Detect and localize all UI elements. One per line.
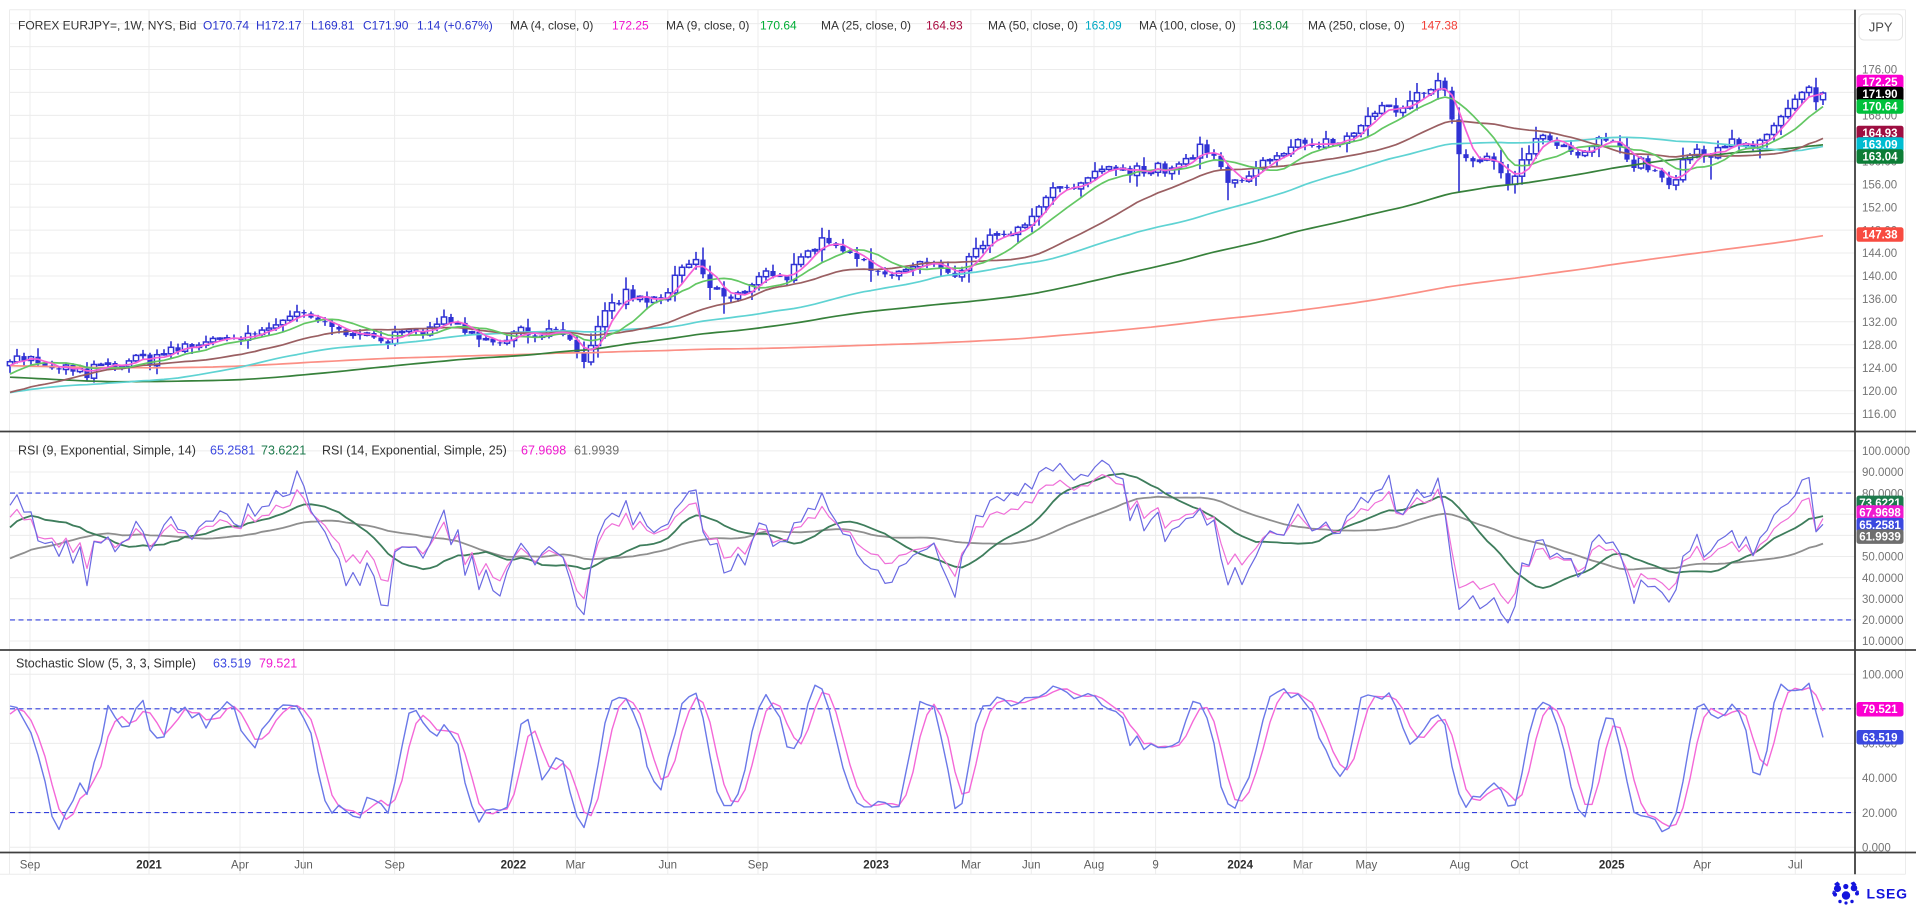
svg-text:L169.81: L169.81 bbox=[311, 19, 355, 33]
svg-text:MA (25, close, 0): MA (25, close, 0) bbox=[821, 19, 911, 33]
svg-text:RSI (9, Exponential, Simple, 1: RSI (9, Exponential, Simple, 14) bbox=[18, 444, 196, 458]
svg-text:FOREX EURJPY=, 1W, NYS, Bid: FOREX EURJPY=, 1W, NYS, Bid bbox=[18, 19, 196, 33]
svg-text:170.64: 170.64 bbox=[1862, 101, 1898, 113]
svg-text:1.14 (+0.67%): 1.14 (+0.67%) bbox=[417, 19, 493, 33]
svg-text:Sep: Sep bbox=[384, 860, 404, 872]
svg-text:2024: 2024 bbox=[1227, 860, 1253, 872]
svg-text:Jun: Jun bbox=[659, 860, 678, 872]
svg-text:40.000: 40.000 bbox=[1862, 773, 1897, 785]
svg-text:163.04: 163.04 bbox=[1862, 152, 1898, 164]
svg-text:100.0000: 100.0000 bbox=[1862, 446, 1910, 458]
svg-text:2022: 2022 bbox=[501, 860, 527, 872]
svg-text:Jun: Jun bbox=[1022, 860, 1041, 872]
svg-text:Aug: Aug bbox=[1084, 860, 1104, 872]
svg-text:67.9698: 67.9698 bbox=[521, 444, 566, 458]
svg-text:2021: 2021 bbox=[136, 860, 162, 872]
svg-text:132.00: 132.00 bbox=[1862, 317, 1897, 329]
svg-text:79.521: 79.521 bbox=[259, 657, 297, 671]
svg-text:176.00: 176.00 bbox=[1862, 65, 1897, 77]
svg-text:172.25: 172.25 bbox=[612, 19, 649, 33]
svg-text:Mar: Mar bbox=[565, 860, 585, 872]
svg-text:147.38: 147.38 bbox=[1862, 230, 1898, 242]
svg-text:2025: 2025 bbox=[1599, 860, 1625, 872]
svg-text:9: 9 bbox=[1152, 860, 1158, 872]
svg-text:147.38: 147.38 bbox=[1421, 19, 1458, 33]
svg-text:C171.90: C171.90 bbox=[363, 19, 409, 33]
svg-text:100.000: 100.000 bbox=[1862, 669, 1904, 681]
svg-text:10.0000: 10.0000 bbox=[1862, 636, 1904, 648]
svg-text:RSI (14, Exponential, Simple,: RSI (14, Exponential, Simple, 25) bbox=[322, 444, 507, 458]
svg-text:Apr: Apr bbox=[1693, 860, 1711, 872]
svg-text:Stochastic Slow (5, 3, 3, Simp: Stochastic Slow (5, 3, 3, Simple) bbox=[16, 657, 196, 671]
svg-text:65.2581: 65.2581 bbox=[210, 444, 255, 458]
svg-text:90.0000: 90.0000 bbox=[1862, 467, 1904, 479]
svg-text:65.2581: 65.2581 bbox=[1859, 520, 1901, 532]
svg-text:20.0000: 20.0000 bbox=[1862, 615, 1904, 627]
svg-text:MA (4, close, 0): MA (4, close, 0) bbox=[510, 19, 593, 33]
svg-text:163.09: 163.09 bbox=[1085, 19, 1122, 33]
svg-text:O170.74: O170.74 bbox=[203, 19, 249, 33]
svg-text:163.04: 163.04 bbox=[1252, 19, 1289, 33]
svg-text:144.00: 144.00 bbox=[1862, 248, 1897, 260]
svg-text:MA (250, close, 0): MA (250, close, 0) bbox=[1308, 19, 1405, 33]
svg-text:50.0000: 50.0000 bbox=[1862, 552, 1904, 564]
svg-text:172.25: 172.25 bbox=[1862, 77, 1898, 89]
svg-text:140.00: 140.00 bbox=[1862, 271, 1897, 283]
svg-text:136.00: 136.00 bbox=[1862, 294, 1897, 306]
svg-text:Sep: Sep bbox=[20, 860, 40, 872]
svg-text:Mar: Mar bbox=[1293, 860, 1313, 872]
svg-text:Mar: Mar bbox=[961, 860, 981, 872]
svg-text:20.000: 20.000 bbox=[1862, 808, 1897, 820]
svg-text:67.9698: 67.9698 bbox=[1859, 508, 1901, 520]
svg-text:164.93: 164.93 bbox=[1862, 128, 1897, 140]
svg-text:MA (50, close, 0): MA (50, close, 0) bbox=[988, 19, 1078, 33]
svg-text:MA (9, close, 0): MA (9, close, 0) bbox=[666, 19, 749, 33]
svg-text:MA (100, close, 0): MA (100, close, 0) bbox=[1139, 19, 1236, 33]
svg-text:Sep: Sep bbox=[748, 860, 768, 872]
svg-text:152.00: 152.00 bbox=[1862, 202, 1897, 214]
svg-text:H172.17: H172.17 bbox=[256, 19, 302, 33]
svg-text:61.9939: 61.9939 bbox=[574, 444, 619, 458]
svg-text:LSEG: LSEG bbox=[1867, 886, 1908, 902]
svg-text:JPY: JPY bbox=[1869, 20, 1893, 35]
svg-text:Aug: Aug bbox=[1450, 860, 1470, 872]
svg-text:171.90: 171.90 bbox=[1862, 89, 1897, 101]
svg-text:170.64: 170.64 bbox=[760, 19, 797, 33]
svg-text:63.519: 63.519 bbox=[1862, 732, 1897, 744]
svg-text:2023: 2023 bbox=[863, 860, 889, 872]
svg-text:61.9939: 61.9939 bbox=[1859, 532, 1901, 544]
svg-text:30.0000: 30.0000 bbox=[1862, 594, 1904, 606]
svg-text:0.000: 0.000 bbox=[1862, 842, 1891, 854]
svg-text:40.0000: 40.0000 bbox=[1862, 573, 1904, 585]
svg-text:Jun: Jun bbox=[294, 860, 313, 872]
svg-text:Jul: Jul bbox=[1788, 860, 1803, 872]
svg-text:120.00: 120.00 bbox=[1862, 386, 1897, 398]
svg-text:163.09: 163.09 bbox=[1862, 139, 1897, 151]
svg-text:73.6221: 73.6221 bbox=[261, 444, 306, 458]
svg-text:May: May bbox=[1356, 860, 1378, 872]
svg-text:Apr: Apr bbox=[231, 860, 249, 872]
svg-text:116.00: 116.00 bbox=[1862, 409, 1896, 421]
svg-text:63.519: 63.519 bbox=[213, 657, 251, 671]
svg-text:128.00: 128.00 bbox=[1862, 340, 1897, 352]
svg-text:164.93: 164.93 bbox=[926, 19, 963, 33]
svg-text:124.00: 124.00 bbox=[1862, 363, 1897, 375]
svg-text:156.00: 156.00 bbox=[1862, 179, 1897, 191]
svg-text:79.521: 79.521 bbox=[1862, 704, 1898, 716]
svg-text:Oct: Oct bbox=[1510, 860, 1529, 872]
